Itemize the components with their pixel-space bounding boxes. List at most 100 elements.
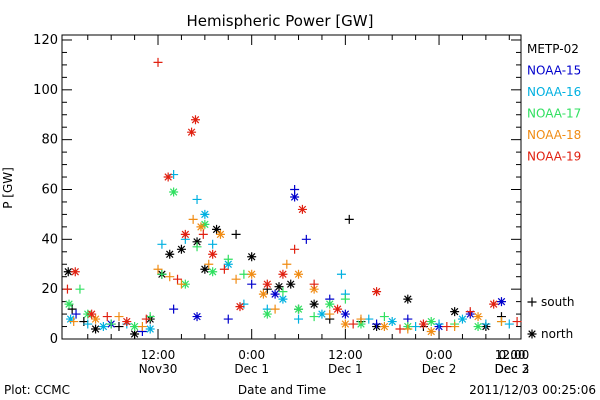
data-point-south <box>270 304 280 314</box>
y-tick-label: 20 <box>41 282 58 297</box>
data-point-north <box>294 269 304 279</box>
data-point-south <box>325 309 335 319</box>
data-point-north <box>200 219 210 229</box>
data-point-south <box>309 312 319 322</box>
data-point-north <box>278 294 288 304</box>
series-noaa-15 <box>71 184 506 337</box>
series-noaa-18 <box>69 214 506 337</box>
data-point-north <box>262 279 272 289</box>
data-point-north <box>235 302 245 312</box>
data-point-south <box>512 317 522 327</box>
data-point-south <box>106 319 116 329</box>
data-point-south <box>294 314 304 324</box>
data-point-north <box>247 252 257 262</box>
marker-legend-entry: north <box>527 327 573 341</box>
data-point-north <box>426 317 436 327</box>
legend-entry: NOAA-19 <box>527 150 581 164</box>
data-point-south <box>157 269 167 279</box>
data-point-south <box>348 319 358 329</box>
data-point-north <box>270 289 280 299</box>
data-point-north <box>200 264 210 274</box>
data-point-south <box>282 259 292 269</box>
data-point-south <box>153 264 163 274</box>
data-point-south <box>192 242 202 252</box>
x-tick-date-label: Dec 1 <box>234 362 269 376</box>
data-point-north <box>98 322 108 332</box>
footer-right: 2011/12/03 00:25:06 <box>469 383 596 397</box>
data-point-north <box>258 289 268 299</box>
data-point-south <box>290 244 300 254</box>
data-point-north <box>192 312 202 322</box>
data-point-north <box>91 324 101 334</box>
x-tick-time-label: 12:00 <box>328 348 363 362</box>
data-point-north <box>278 269 288 279</box>
data-point-north <box>418 319 428 329</box>
data-point-north <box>290 192 300 202</box>
data-point-north <box>333 304 343 314</box>
x-tick-time-label: 12:00 <box>495 348 530 362</box>
data-point-north <box>64 299 74 309</box>
data-point-north <box>163 172 173 182</box>
data-point-north <box>130 322 140 332</box>
data-point-north <box>66 314 76 324</box>
data-point-south <box>208 239 218 249</box>
chart-title: Hemispheric Power [GW] <box>187 12 374 30</box>
data-point-south <box>395 324 405 334</box>
y-tick-label: 0 <box>50 332 58 347</box>
data-point-north <box>70 267 80 277</box>
data-point-south <box>114 322 124 332</box>
legend-entry: METP-02 <box>527 42 579 56</box>
data-point-north <box>309 284 319 294</box>
data-point-south <box>247 279 257 289</box>
x-tick-time-label: 0:00 <box>238 348 265 362</box>
marker-legend: south north <box>527 295 575 341</box>
data-point-south <box>157 239 167 249</box>
x-tick-time-label: 12:00 <box>141 348 176 362</box>
data-point-north <box>91 314 101 324</box>
data-point-north <box>294 304 304 314</box>
data-point-south <box>372 319 382 329</box>
data-point-north <box>274 282 284 292</box>
footer-left: Plot: CCMC <box>4 383 70 397</box>
data-point-south <box>403 324 413 334</box>
x-tick-date-label: Dec 3 <box>495 362 530 376</box>
data-point-south <box>504 319 514 329</box>
y-axis-label: P [GW] <box>1 167 15 209</box>
x-tick-date-label: Dec 2 <box>495 362 530 376</box>
data-point-south <box>379 312 389 322</box>
data-point-south <box>165 272 175 282</box>
data-point-south <box>169 304 179 314</box>
data-point-south <box>450 322 460 332</box>
y-tick-label: 100 <box>33 83 58 98</box>
data-point-south <box>434 319 444 329</box>
legend: METP-02 NOAA-15 NOAA-16 NOAA-17 NOAA-18 NOAA-… <box>527 42 581 164</box>
data-point-north <box>340 319 350 329</box>
data-point-south <box>153 57 163 67</box>
y-tick-label: 80 <box>41 133 58 148</box>
data-point-south <box>336 269 346 279</box>
data-point-south <box>411 322 421 332</box>
plot-frame <box>61 34 522 340</box>
data-point-north <box>208 249 218 259</box>
legend-entry: NOAA-15 <box>527 64 581 78</box>
data-point-north <box>387 317 397 327</box>
x-tick-time-label: 0:00 <box>426 348 453 362</box>
data-point-south <box>309 279 319 289</box>
data-point-south <box>223 254 233 264</box>
marker-legend-entry: south <box>527 295 575 309</box>
data-point-south <box>114 312 124 322</box>
data-point-south <box>223 314 233 324</box>
x-tick-time-label: 0:00 <box>499 348 526 362</box>
data-point-north <box>489 299 499 309</box>
data-point-north <box>496 297 506 307</box>
legend-entry: NOAA-18 <box>527 128 581 142</box>
data-point-south <box>219 264 229 274</box>
y-axis: 0 20 40 60 80 100 120 <box>33 33 521 347</box>
series-noaa-16 <box>66 170 514 334</box>
data-point-south <box>83 319 93 329</box>
data-point-north <box>426 327 436 337</box>
data-point-north <box>165 249 175 259</box>
data-point-north <box>473 322 483 332</box>
